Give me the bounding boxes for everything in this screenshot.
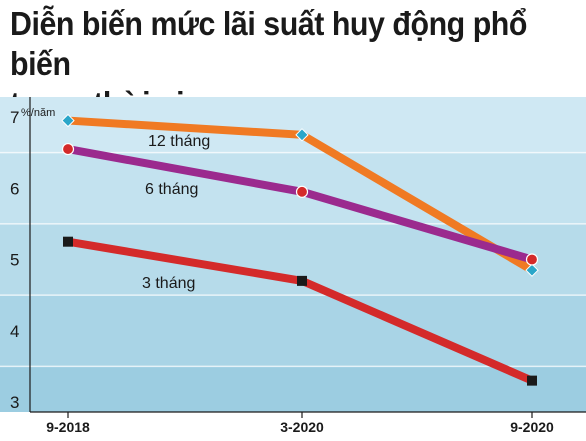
y-tick-label: 6	[10, 179, 19, 198]
data-point-circle	[295, 185, 309, 198]
y-tick-label: 5	[10, 251, 19, 270]
background-band	[0, 366, 586, 412]
x-tick-label: 3-2020	[280, 419, 324, 435]
data-point-square	[63, 236, 73, 247]
series-label: 12 tháng	[148, 133, 210, 150]
y-unit-label: %/năm	[21, 107, 55, 119]
series-label: 3 tháng	[142, 275, 195, 292]
x-tick-label: 9-2020	[510, 419, 554, 435]
series-label: 6 tháng	[145, 181, 198, 198]
data-point-circle	[61, 142, 75, 156]
data-point-circle	[525, 253, 539, 266]
data-point-diamond	[525, 263, 539, 277]
y-tick-label: 7	[10, 108, 19, 127]
background-band	[0, 295, 586, 367]
data-point-square	[527, 375, 537, 386]
background-band	[0, 223, 586, 296]
y-tick-label: 4	[10, 322, 19, 341]
y-tick-label: 3	[10, 393, 19, 412]
data-point-square	[297, 275, 307, 286]
chart-title-line-1: Diễn biến mức lãi suất huy động phổ biến	[10, 5, 527, 82]
x-tick-label: 9-2018	[46, 419, 90, 435]
data-point-diamond	[295, 128, 309, 142]
data-point-diamond	[61, 113, 75, 128]
